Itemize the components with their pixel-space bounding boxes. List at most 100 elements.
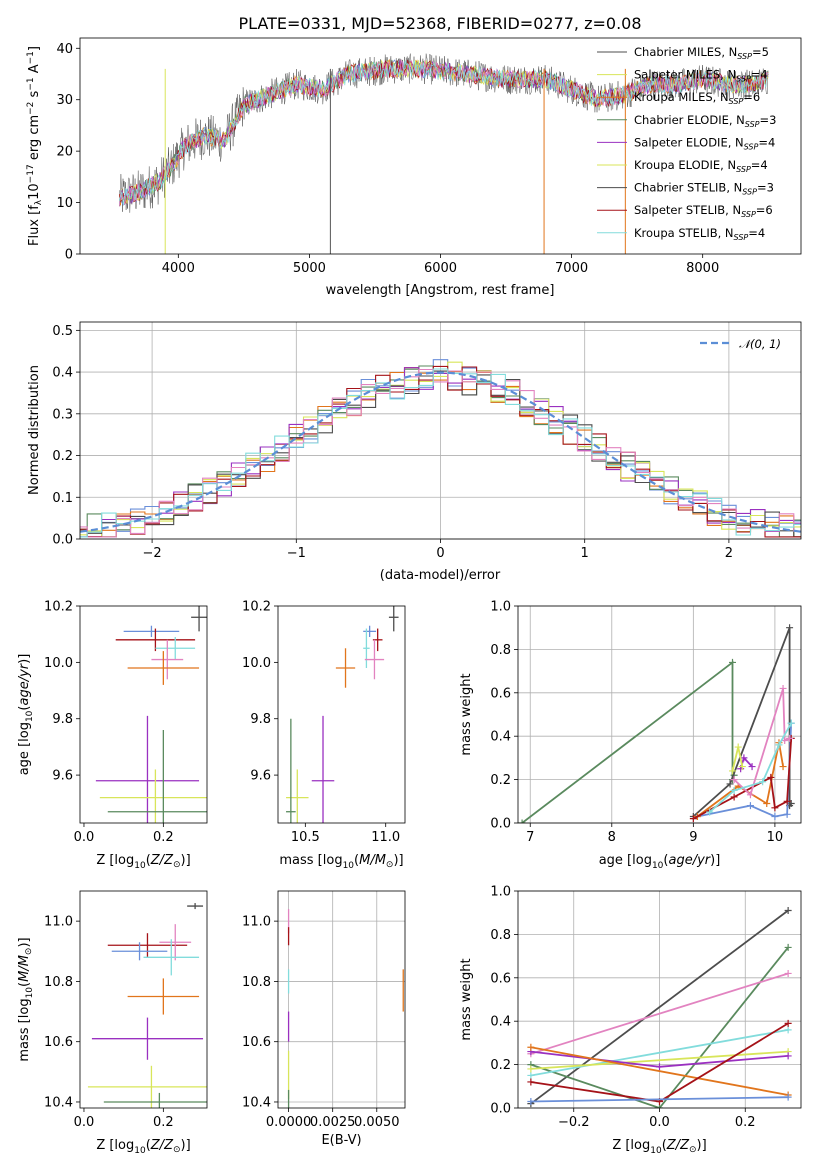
- x-tick-label: 7000: [555, 261, 588, 276]
- x-axis-label: Z [log10(Z/Z⊙)]: [96, 853, 190, 871]
- x-tick-label: 0.0000: [266, 1115, 312, 1130]
- y-tick-label: 10.8: [242, 975, 271, 990]
- legend: 𝒩(0, 1): [700, 337, 781, 351]
- y-tick-label: 10.4: [242, 1095, 271, 1110]
- panel-age-vs-Z: 0.0 0.2 9.6 9.8 10.0 10.2 Z [log10(Z/Z⊙)] age […: [17, 600, 208, 871]
- x-tick-label: 8: [608, 830, 616, 845]
- x-axis-label: (data-model)/error: [380, 568, 501, 583]
- errorbar-kroupa_elodie: [191, 606, 207, 632]
- y-tick-label: 0.0: [490, 817, 511, 832]
- errorbar-kroupa_miles: [103, 1092, 207, 1108]
- x-tick-label: 11.0: [371, 830, 400, 845]
- y-tick-label: 0.0: [52, 533, 73, 548]
- weight-marker: [779, 684, 787, 692]
- weight-line-kroupa_miles: [530, 946, 789, 1108]
- x-tick-label: 0.0: [649, 1115, 670, 1130]
- weight-marker: [786, 734, 794, 742]
- y-tick-label: 0.6: [490, 686, 511, 701]
- errorbar-kroupa_stelib: [155, 637, 196, 660]
- errorbar-salpeter_elodie: [99, 769, 207, 823]
- y-tick-label: 11.0: [44, 915, 73, 930]
- plot-area: [87, 903, 207, 1108]
- weight-marker: [786, 624, 794, 632]
- weight-line-kroupa_miles: [521, 660, 735, 823]
- y-tick-label: 20: [56, 145, 73, 160]
- errorbar-chabrier_miles: [111, 942, 168, 961]
- x-tick-label: 1: [581, 546, 589, 561]
- y-tick-label: 10: [56, 196, 73, 211]
- y-tick-label: 0.1: [52, 491, 73, 506]
- x-tick-label: 0.0: [74, 830, 95, 845]
- weight-marker: [784, 1093, 792, 1101]
- y-tick-label: 10.0: [44, 656, 73, 671]
- weight-marker: [784, 969, 792, 977]
- x-tick-label: 4000: [162, 261, 195, 276]
- weight-marker: [656, 1063, 663, 1071]
- y-axis-label: Flux [fλ10−17 erg cm−2 s−1 A−1]: [26, 46, 44, 246]
- plot-area: [527, 907, 792, 1108]
- weight-line-kroupa_stelib: [530, 1029, 789, 1077]
- plot-area: [286, 606, 399, 823]
- y-tick-label: 0.3: [52, 407, 73, 422]
- errorbar-salpeter_elodie: [286, 769, 309, 823]
- x-tick-label: 6000: [424, 261, 457, 276]
- legend-label: Salpeter MILES, NSSP=4: [634, 68, 768, 84]
- y-axis-label: age [log10(age/yr)]: [17, 654, 35, 776]
- legend-label: Salpeter ELODIE, NSSP=4: [634, 135, 775, 151]
- errorbar-kroupa_stelib: [363, 628, 370, 668]
- weight-marker: [730, 793, 738, 801]
- weight-marker: [527, 1043, 535, 1051]
- plot-area: [80, 359, 801, 538]
- plot-area: [287, 909, 404, 1108]
- y-tick-label: 10.8: [44, 975, 73, 990]
- weight-marker: [730, 786, 738, 794]
- errorbar-salpeter_stelib: [364, 639, 385, 680]
- y-tick-label: 0.4: [490, 730, 511, 745]
- x-tick-label: 2: [725, 546, 733, 561]
- panel-residual-histogram: −2 −1 0 1 2 0.0 0.1 0.2 0.3 0.4 0.5 (data-model)/er…: [27, 321, 802, 583]
- axes-frame: [79, 890, 208, 1109]
- weight-line-chabrier_miles: [530, 1096, 789, 1103]
- y-tick-label: 11.0: [242, 915, 271, 930]
- weight-marker: [787, 719, 795, 727]
- weight-marker: [784, 1026, 792, 1034]
- legend-label: Chabrier MILES, NSSP=5: [634, 45, 769, 61]
- y-tick-label: 10.0: [242, 656, 271, 671]
- panel-mass-vs-Z: 0.0 0.2 10.4 10.6 10.8 11.0 Z [log10(Z/Z⊙)] mas…: [17, 890, 208, 1156]
- axes-frame: [79, 605, 208, 824]
- weight-marker: [787, 799, 795, 807]
- weight-marker: [730, 776, 738, 784]
- panel-mass-weight-vs-age: 7 8 9 10 0.0 0.2 0.4 0.6 0.8 1.0 age [log10(age/yr…: [459, 600, 802, 871]
- weight-line-salpeter_stelib: [530, 972, 789, 1055]
- legend-label: Kroupa ELODIE, NSSP=4: [634, 158, 768, 174]
- weight-marker: [784, 907, 792, 915]
- y-tick-label: 0.8: [490, 928, 511, 943]
- errorbar-kroupa_miles: [107, 730, 207, 823]
- errorbar-chabrier_miles: [363, 625, 377, 637]
- plot-area: [518, 624, 795, 823]
- weight-marker: [783, 797, 791, 805]
- y-tick-label: 0.5: [52, 324, 73, 339]
- weight-line-chabrier_stelib: [692, 738, 793, 820]
- x-tick-label: 0.2: [153, 830, 174, 845]
- weight-marker: [656, 1104, 663, 1108]
- errorbar-chabrier_miles: [123, 625, 180, 637]
- plot-area: [118, 53, 769, 254]
- panel-mass-weight-vs-Z: −0.2 0.0 0.2 0.0 0.2 0.4 0.6 0.8 1.0 Z [log10(Z/Z…: [459, 885, 802, 1156]
- weight-marker: [746, 802, 754, 810]
- axes-frame: [79, 321, 802, 540]
- y-tick-label: 40: [56, 42, 73, 57]
- legend: Chabrier MILES, NSSP=5 Salpeter MILES, NS…: [597, 45, 776, 242]
- axes-frame: [517, 890, 802, 1109]
- model-line-kroupa_stelib: [118, 60, 769, 205]
- y-axis-label: Normed distribution: [27, 365, 42, 495]
- errorbar-salpeter_elodie: [87, 1065, 207, 1108]
- weight-marker: [527, 1078, 535, 1086]
- x-tick-label: 0.0025: [310, 1115, 356, 1130]
- y-tick-label: 0.8: [490, 643, 511, 658]
- x-tick-label: 0.2: [153, 1115, 174, 1130]
- legend-label: Chabrier STELIB, NSSP=3: [634, 181, 774, 197]
- x-axis-label: E(B-V): [321, 1133, 361, 1148]
- y-axis-label: mass weight: [459, 673, 474, 755]
